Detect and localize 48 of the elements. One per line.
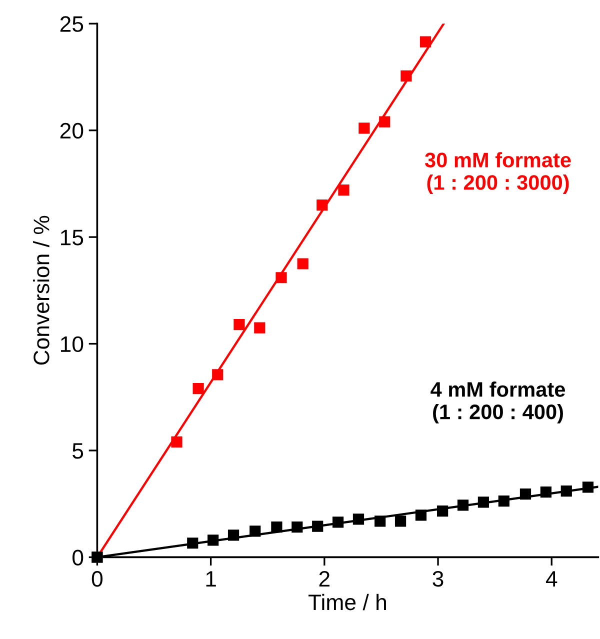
y-tick-label: 25	[60, 16, 84, 32]
point	[420, 36, 432, 48]
y-tick-label: 0	[72, 550, 84, 566]
point	[338, 184, 350, 196]
point	[234, 319, 245, 330]
point	[316, 200, 328, 211]
point	[271, 522, 282, 533]
x-tick-label: 0	[92, 570, 103, 587]
point	[187, 538, 198, 549]
point	[540, 486, 552, 498]
point	[582, 482, 594, 493]
point	[415, 510, 427, 521]
point	[228, 530, 240, 541]
point	[520, 488, 532, 500]
y-tick-label: 15	[60, 230, 84, 246]
point	[212, 369, 224, 380]
x-tick-label: 3	[432, 570, 444, 587]
point	[394, 516, 406, 527]
point	[276, 272, 287, 284]
point	[352, 514, 364, 525]
point	[297, 258, 308, 270]
point	[478, 496, 490, 508]
y-tick-label: 20	[60, 122, 84, 139]
point	[379, 116, 390, 128]
point	[250, 526, 261, 537]
point	[457, 500, 469, 511]
point	[292, 522, 303, 533]
point	[498, 496, 510, 507]
point	[437, 506, 448, 517]
point	[400, 70, 412, 82]
y-tick-label: 10	[60, 336, 84, 352]
text: 4 mM formate (1 : 200 : 400)	[430, 382, 566, 424]
point	[374, 516, 386, 527]
point	[560, 485, 572, 497]
y-tick-label: 5	[72, 443, 84, 459]
point	[358, 122, 370, 134]
x-axis-title: Time / h	[308, 594, 386, 610]
point	[192, 383, 204, 394]
text: 30 mM formate (1 : 200 : 3000)	[424, 152, 571, 194]
x-tick-label: 1	[206, 571, 216, 587]
point	[312, 520, 324, 532]
point	[254, 322, 266, 334]
point	[332, 516, 344, 528]
x-tick-label: 2	[319, 570, 330, 587]
point	[171, 436, 182, 448]
point	[208, 534, 219, 546]
x-tick-label: 4	[546, 571, 558, 587]
y-axis-title: Conversion / %	[33, 216, 50, 365]
